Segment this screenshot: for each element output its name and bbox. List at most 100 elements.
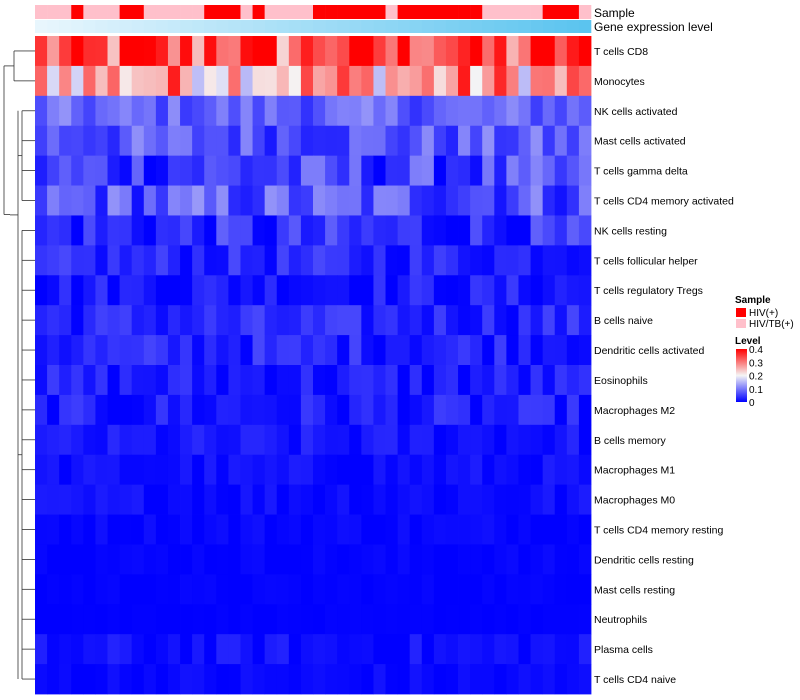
heatmap-cell [445,365,459,396]
heatmap-cell [421,275,435,306]
heatmap-cell [578,335,592,366]
heatmap-cell [204,454,217,486]
heatmap-cell [482,185,495,216]
heatmap-cell [95,215,108,246]
heatmap-cell [192,185,205,216]
heatmap-cell [578,664,592,695]
heatmap-cell [204,484,217,515]
heatmap-cell [506,275,519,306]
heatmap-cell [518,514,531,545]
heatmap-cell [192,514,205,545]
sample-annotation-cell [337,5,350,19]
heatmap-cell [228,394,241,426]
heatmap-cell [578,65,592,97]
heatmap-cell [95,604,108,635]
heatmap-cell [337,275,350,306]
heatmap-cell [361,185,374,216]
heatmap-cell [131,514,145,545]
heatmap-cell [530,36,544,67]
heatmap-cell [228,544,241,575]
heatmap-cell [506,544,519,575]
sample-annotation-cell [216,5,229,19]
heatmap-cell [409,185,423,216]
heatmap-cell [276,36,290,67]
heatmap-cell [143,36,157,67]
heatmap-cell [325,544,338,575]
heatmap-cell [578,125,592,157]
heatmap-cell [385,185,399,216]
heatmap-cell [119,36,133,67]
heatmap-cell [313,275,326,306]
heatmap-cell [95,394,108,426]
heatmap-cell [119,394,133,426]
heatmap-cell [180,155,193,186]
row-labels: T cells CD8 Monocytes NK cells activated Ma… [594,46,734,686]
heatmap-cell [95,574,108,605]
heatmap-cells [35,36,592,695]
heatmap-cell [71,574,84,605]
heatmap-cell [361,454,374,486]
sample-annotation-cell [300,5,314,19]
heatmap-cell [313,155,326,186]
expression-annotation-cell [204,20,217,33]
heatmap-cell [240,125,253,157]
heatmap-cell [470,365,483,396]
heatmap-cell [216,245,229,276]
heatmap-cell [445,245,459,276]
heatmap-cell [542,664,556,695]
heatmap-cell [409,634,423,665]
sample-annotation-cell [578,5,592,19]
heatmap-cell [131,275,145,306]
heatmap-cell [155,484,169,515]
heatmap-cell [95,634,108,665]
sample-annotation-cell [252,5,265,19]
heatmap-cell [204,394,217,426]
heatmap-cell [167,544,181,575]
heatmap-cell [518,394,531,426]
heatmap-cell [264,484,278,515]
heatmap-cell [59,484,72,515]
heatmap-cell [95,365,108,396]
heatmap-cell [143,155,157,186]
heatmap-cell [433,664,447,695]
heatmap-cell [349,574,362,605]
heatmap-cell [385,275,399,306]
heatmap-cell [433,275,447,306]
heatmap-cell [445,95,459,127]
heatmap-cell [252,574,266,605]
sample-annotation-cell [180,5,193,19]
heatmap-cell [482,514,495,545]
heatmap-cell [530,634,544,665]
heatmap-cell [421,65,435,97]
expression-annotation-cell [167,20,181,33]
heatmap-cell [107,484,121,515]
heatmap-cell [470,514,483,545]
heatmap-cell [192,125,205,157]
row-label: Neutrophils [594,614,647,626]
heatmap-cell [566,424,580,456]
heatmap-cell [542,634,556,665]
heatmap-cell [192,215,205,246]
heatmap-cell [35,664,48,695]
heatmap-cell [337,574,350,605]
heatmap-cell [155,574,169,605]
sample-annotation-cell [445,5,459,19]
row-label: T cells regulatory Tregs [594,285,703,297]
heatmap-cell [47,36,60,67]
expression-annotation-cell [542,20,556,33]
sample-annotation-cell [566,5,580,19]
heatmap-cell [578,394,592,426]
heatmap-cell [458,245,471,276]
heatmap-cell [482,365,495,396]
heatmap-cell [252,664,266,695]
heatmap-cell [361,544,374,575]
heatmap-cell [300,185,314,216]
heatmap-cell [192,275,205,306]
heatmap-cell [228,604,241,635]
heatmap-cell [204,335,217,366]
heatmap-cell [313,514,326,545]
heatmap-cell [71,245,84,276]
heatmap-cell [240,65,253,97]
heatmap-cell [518,125,531,157]
heatmap-cell [542,514,556,545]
